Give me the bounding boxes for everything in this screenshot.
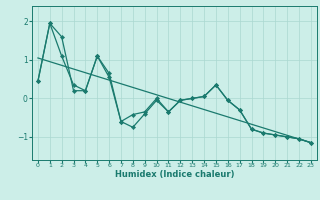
X-axis label: Humidex (Indice chaleur): Humidex (Indice chaleur) bbox=[115, 170, 234, 179]
